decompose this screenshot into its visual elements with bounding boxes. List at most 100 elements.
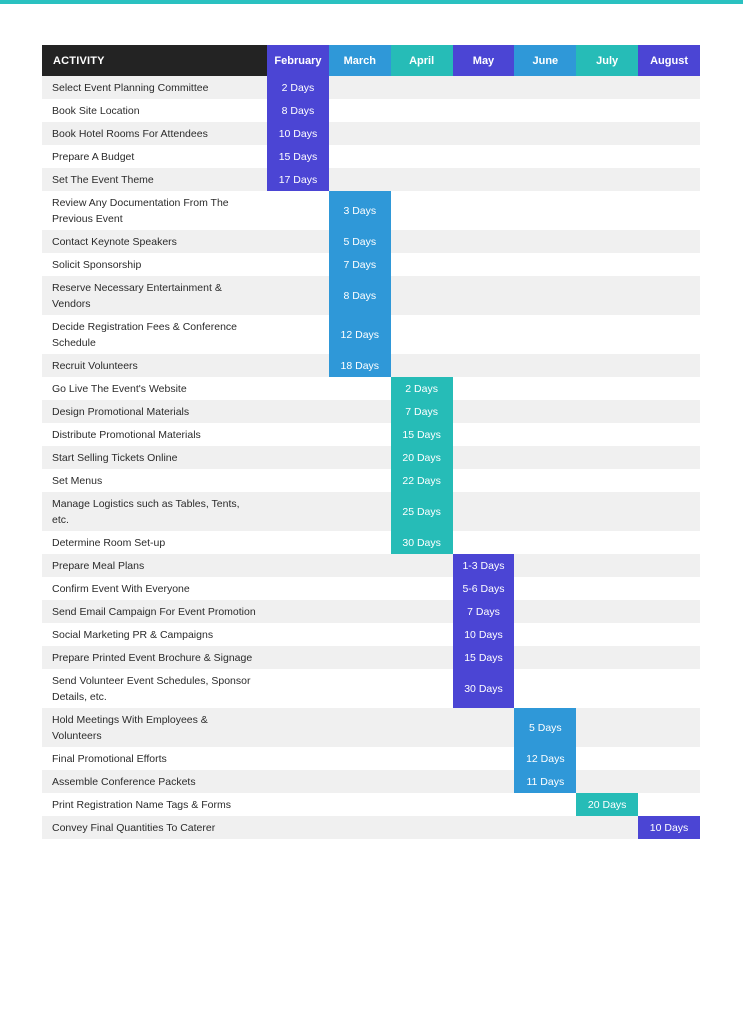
empty-cell [514,531,577,554]
duration-bar: 12 Days [514,747,577,770]
table-row: Prepare Meal Plans 1-3 Days [42,554,700,577]
empty-cell [576,816,639,839]
duration-bar: 15 Days [390,423,453,446]
empty-cell [267,276,329,315]
empty-cell [328,770,391,793]
activity-label: Go Live The Event's Website [42,377,268,400]
empty-cell [576,469,639,492]
empty-cell [390,577,453,600]
activity-label: Set Menus [42,469,268,492]
activity-label: Determine Room Set-up [42,531,268,554]
table-row: Review Any Documentation From The Previo… [42,191,700,230]
empty-cell [390,623,453,646]
month-header-august: August [638,45,700,76]
empty-cell [328,600,391,623]
empty-cell [452,770,515,793]
duration-bar: 11 Days [514,770,577,793]
empty-cell [576,554,639,577]
empty-cell [514,276,577,315]
month-header-april: April [390,45,453,76]
empty-cell [576,623,639,646]
empty-cell [452,793,515,816]
empty-cell [576,191,639,230]
empty-cell [514,122,577,145]
empty-cell [638,469,700,492]
empty-cell [328,423,391,446]
empty-cell [390,770,453,793]
activity-label: Review Any Documentation From The Previo… [42,191,268,230]
empty-cell [390,816,453,839]
activity-label: Book Hotel Rooms For Attendees [42,122,268,145]
table-row: Book Hotel Rooms For Attendees 10 Days [42,122,700,145]
table-row: Prepare Printed Event Brochure & Signage… [42,646,700,669]
empty-cell [576,492,639,531]
empty-cell [452,315,515,354]
table-row: Set Menus 22 Days [42,469,700,492]
empty-cell [514,168,577,191]
table-row: Manage Logistics such as Tables, Tents, … [42,492,700,531]
empty-cell [514,145,577,168]
empty-cell [390,646,453,669]
activity-label: Book Site Location [42,99,268,122]
activity-label: Solicit Sponsorship [42,253,268,276]
empty-cell [452,99,515,122]
empty-cell [638,400,700,423]
empty-cell [576,230,639,253]
empty-cell [638,168,700,191]
duration-bar: 10 Days [267,122,329,145]
empty-cell [267,400,329,423]
empty-cell [452,168,515,191]
duration-bar: 7 Days [452,600,515,623]
empty-cell [267,554,329,577]
activity-label: Send Email Campaign For Event Promotion [42,600,268,623]
empty-cell [267,623,329,646]
empty-cell [638,354,700,377]
empty-cell [638,623,700,646]
duration-bar: 17 Days [267,168,329,191]
empty-cell [328,492,391,531]
empty-cell [514,377,577,400]
duration-bar: 2 Days [267,76,329,99]
table-row: Contact Keynote Speakers 5 Days [42,230,700,253]
empty-cell [576,122,639,145]
empty-cell [638,423,700,446]
duration-bar: 5 Days [328,230,391,253]
table-row: Book Site Location 8 Days [42,99,700,122]
empty-cell [514,423,577,446]
duration-bar: 8 Days [328,276,391,315]
empty-cell [267,377,329,400]
activity-label: Distribute Promotional Materials [42,423,268,446]
empty-cell [328,708,391,747]
empty-cell [638,770,700,793]
empty-cell [452,531,515,554]
empty-cell [452,747,515,770]
table-row: Set The Event Theme 17 Days [42,168,700,191]
empty-cell [452,230,515,253]
table-row: Social Marketing PR & Campaigns 10 Days [42,623,700,646]
empty-cell [267,315,329,354]
activity-label: Prepare Meal Plans [42,554,268,577]
table-row: Select Event Planning Committee 2 Days [42,76,700,99]
empty-cell [514,623,577,646]
duration-bar: 18 Days [328,354,391,377]
empty-cell [390,708,453,747]
empty-cell [390,253,453,276]
empty-cell [452,76,515,99]
duration-bar: 1-3 Days [452,554,515,577]
activity-label: Social Marketing PR & Campaigns [42,623,268,646]
empty-cell [452,191,515,230]
empty-cell [514,230,577,253]
month-header-may: May [452,45,515,76]
empty-cell [328,400,391,423]
table-body: Select Event Planning Committee 2 Days Boo… [42,76,700,839]
duration-bar: 22 Days [390,469,453,492]
empty-cell [576,276,639,315]
empty-cell [514,446,577,469]
activity-label: Start Selling Tickets Online [42,446,268,469]
duration-bar: 7 Days [328,253,391,276]
empty-cell [390,145,453,168]
empty-cell [514,469,577,492]
month-header-june: June [514,45,577,76]
empty-cell [452,492,515,531]
empty-cell [638,99,700,122]
